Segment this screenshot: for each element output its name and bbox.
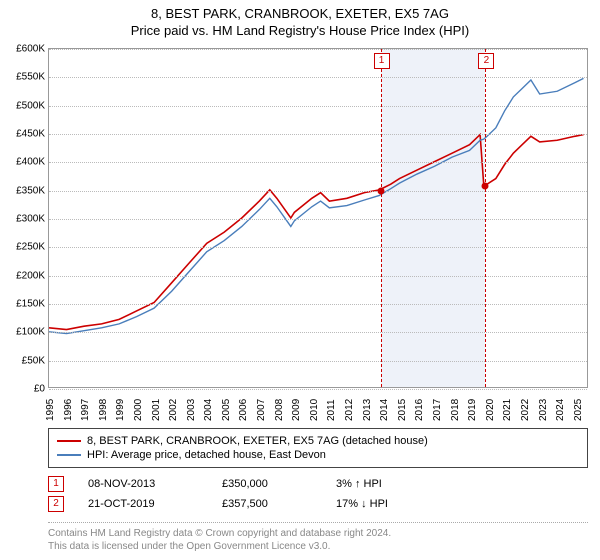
y-gridline — [49, 389, 587, 390]
x-tick-label: 1995 — [45, 399, 56, 421]
x-tick-label: 1998 — [98, 399, 109, 421]
y-gridline — [49, 332, 587, 333]
y-tick-label: £400K — [16, 157, 45, 168]
x-tick-label: 2019 — [467, 399, 478, 421]
x-tick-label: 2005 — [221, 399, 232, 421]
x-tick-label: 2010 — [309, 399, 320, 421]
sale-row-1: 1 08-NOV-2013 £350,000 3% ↑ HPI — [48, 476, 588, 492]
sales-table: 1 08-NOV-2013 £350,000 3% ↑ HPI 2 21-OCT… — [48, 472, 588, 516]
sale-date-2: 21-OCT-2019 — [88, 498, 198, 510]
y-gridline — [49, 49, 587, 50]
y-tick-label: £100K — [16, 327, 45, 338]
sale-dot — [482, 183, 489, 190]
y-gridline — [49, 219, 587, 220]
y-gridline — [49, 162, 587, 163]
sale-delta-1: 3% ↑ HPI — [336, 478, 382, 490]
sale-row-2: 2 21-OCT-2019 £357,500 17% ↓ HPI — [48, 496, 588, 512]
legend-swatch-property — [57, 440, 81, 442]
x-tick-label: 2016 — [414, 399, 425, 421]
chart-title-1: 8, BEST PARK, CRANBROOK, EXETER, EX5 7AG — [0, 6, 600, 21]
y-tick-label: £350K — [16, 185, 45, 196]
sale-date-1: 08-NOV-2013 — [88, 478, 198, 490]
sale-vline — [485, 49, 486, 387]
y-gridline — [49, 77, 587, 78]
y-gridline — [49, 106, 587, 107]
y-tick-label: £300K — [16, 214, 45, 225]
x-tick-label: 2001 — [151, 399, 162, 421]
x-tick-label: 2000 — [133, 399, 144, 421]
y-tick-label: £50K — [22, 355, 45, 366]
sale-delta-2: 17% ↓ HPI — [336, 498, 388, 510]
x-tick-label: 1999 — [115, 399, 126, 421]
x-tick-label: 1996 — [63, 399, 74, 421]
x-tick-label: 2021 — [502, 399, 513, 421]
x-tick-label: 2007 — [256, 399, 267, 421]
x-tick-label: 2014 — [379, 399, 390, 421]
y-tick-label: £450K — [16, 129, 45, 140]
y-gridline — [49, 276, 587, 277]
y-tick-label: £250K — [16, 242, 45, 253]
x-tick-label: 2020 — [485, 399, 496, 421]
legend-label-property: 8, BEST PARK, CRANBROOK, EXETER, EX5 7AG… — [87, 435, 428, 447]
x-tick-label: 2024 — [555, 399, 566, 421]
x-tick-label: 2011 — [326, 399, 337, 421]
x-tick-label: 2009 — [291, 399, 302, 421]
sale-dot — [377, 187, 384, 194]
sale-vline — [381, 49, 382, 387]
x-tick-label: 2012 — [344, 399, 355, 421]
x-tick-label: 2008 — [274, 399, 285, 421]
series-hpi — [49, 78, 584, 333]
legend-swatch-hpi — [57, 454, 81, 456]
y-tick-label: £150K — [16, 299, 45, 310]
x-tick-label: 2023 — [538, 399, 549, 421]
x-tick-label: 2006 — [238, 399, 249, 421]
sale-price-2: £357,500 — [222, 498, 312, 510]
y-tick-label: £200K — [16, 270, 45, 281]
x-tick-label: 1997 — [80, 399, 91, 421]
x-tick-label: 2017 — [432, 399, 443, 421]
sale-marker-1: 1 — [48, 476, 64, 492]
x-tick-label: 2015 — [397, 399, 408, 421]
x-tick-label: 2018 — [450, 399, 461, 421]
sale-marker-2: 2 — [48, 496, 64, 512]
footer-line-1: Contains HM Land Registry data © Crown c… — [48, 527, 588, 540]
sale-price-1: £350,000 — [222, 478, 312, 490]
line-series-svg — [49, 49, 587, 387]
legend-item-hpi: HPI: Average price, detached house, East… — [57, 449, 579, 461]
x-tick-label: 2003 — [186, 399, 197, 421]
x-tick-label: 2004 — [203, 399, 214, 421]
y-gridline — [49, 361, 587, 362]
x-tick-label: 2025 — [573, 399, 584, 421]
legend: 8, BEST PARK, CRANBROOK, EXETER, EX5 7AG… — [48, 428, 588, 468]
chart-title-2: Price paid vs. HM Land Registry's House … — [0, 23, 600, 38]
x-tick-label: 2013 — [362, 399, 373, 421]
sale-marker-box: 2 — [478, 53, 494, 69]
legend-label-hpi: HPI: Average price, detached house, East… — [87, 449, 326, 461]
y-tick-label: £500K — [16, 100, 45, 111]
y-tick-label: £0 — [34, 384, 45, 395]
footer: Contains HM Land Registry data © Crown c… — [48, 522, 588, 553]
x-tick-label: 2022 — [520, 399, 531, 421]
legend-item-property: 8, BEST PARK, CRANBROOK, EXETER, EX5 7AG… — [57, 435, 579, 447]
y-gridline — [49, 191, 587, 192]
y-gridline — [49, 134, 587, 135]
sale-marker-box: 1 — [374, 53, 390, 69]
chart-container: 8, BEST PARK, CRANBROOK, EXETER, EX5 7AG… — [0, 0, 600, 560]
x-tick-label: 2002 — [168, 399, 179, 421]
y-tick-label: £600K — [16, 44, 45, 55]
y-gridline — [49, 247, 587, 248]
y-gridline — [49, 304, 587, 305]
series-property — [49, 135, 584, 330]
footer-line-2: This data is licensed under the Open Gov… — [48, 540, 588, 553]
y-tick-label: £550K — [16, 72, 45, 83]
plot-area: £0£50K£100K£150K£200K£250K£300K£350K£400… — [48, 48, 588, 388]
